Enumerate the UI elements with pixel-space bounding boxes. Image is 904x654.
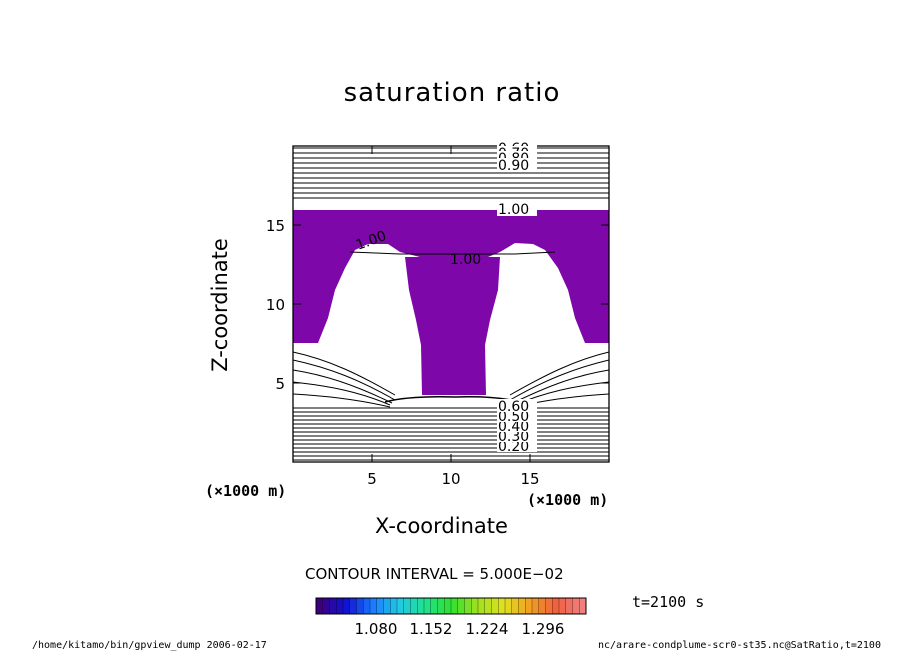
colorbar-cell <box>498 598 506 614</box>
colorbar-cell <box>397 598 405 614</box>
colorbar-cell <box>430 598 438 614</box>
colorbar-cell <box>349 598 357 614</box>
y-axis-unit: (×1000 m) <box>205 482 287 500</box>
contour-label-bg <box>497 419 537 432</box>
colorbar-cell <box>383 598 391 614</box>
colorbar-cell <box>532 598 540 614</box>
colorbar-cell <box>444 598 452 614</box>
colorbar-cell <box>471 598 479 614</box>
y-tick-label: 15 <box>266 217 285 235</box>
colorbar-cell <box>491 598 499 614</box>
colorbar-cell <box>478 598 486 614</box>
colorbar-cell <box>322 598 330 614</box>
colorbar-cell <box>559 598 567 614</box>
contour-interval-label: CONTOUR INTERVAL = 5.000E−02 <box>305 565 564 583</box>
colorbar-cell <box>538 598 546 614</box>
footer-right: nc/arare-condplume-scr0-st35.nc@SatRatio… <box>598 640 881 651</box>
colorbar-tick-label: 1.080 <box>355 620 398 638</box>
x-axis-label: X-coordinate <box>375 514 508 538</box>
y-tick-label: 10 <box>266 296 285 314</box>
plot-area: 51015510150.600.700.800.901.000.200.300.… <box>266 141 610 488</box>
colorbar-cell <box>356 598 364 614</box>
shaded-region-upper <box>293 210 609 343</box>
contour-line-wavy <box>292 359 610 401</box>
colorbar-cell <box>370 598 378 614</box>
colorbar-cell <box>336 598 344 614</box>
contour-label-bg <box>497 399 537 412</box>
contour-label-bg <box>497 202 537 216</box>
colorbar-cell <box>525 598 533 614</box>
contour-line-one <box>349 251 556 255</box>
contour-label-lower: 0.20 <box>498 439 529 455</box>
y-tick-label: 5 <box>275 375 285 393</box>
colorbar-cell <box>505 598 513 614</box>
contour-label-upper: 1.00 <box>498 202 529 218</box>
contour-label-bg <box>497 439 537 452</box>
colorbar-cell <box>417 598 425 614</box>
contour-label-lower: 0.50 <box>498 409 529 425</box>
colorbar-tick-label: 1.296 <box>522 620 565 638</box>
time-label: t=2100 s <box>632 593 705 611</box>
contour-label-bg <box>497 429 537 442</box>
colorbar-tick-label: 1.152 <box>410 620 453 638</box>
colorbar-cell <box>329 598 337 614</box>
contour-line-wavy <box>292 351 610 396</box>
contour-label-lower: 0.30 <box>498 429 529 445</box>
x-axis-unit: (×1000 m) <box>527 491 609 509</box>
x-tick-label: 5 <box>367 470 377 488</box>
colorbar-cell <box>484 598 492 614</box>
colorbar-frame <box>315 597 587 615</box>
chart-title: saturation ratio <box>343 78 561 108</box>
colorbar-cell <box>410 598 418 614</box>
contour-label-inner: 1.00 <box>450 252 481 268</box>
shaded-region-core <box>405 257 500 395</box>
colorbar-cell <box>363 598 371 614</box>
colorbar-tick-label: 1.224 <box>466 620 509 638</box>
colorbar-cell <box>376 598 384 614</box>
contour-label-bg <box>497 158 537 172</box>
colorbar-cell <box>518 598 526 614</box>
contour-line-wavy <box>292 393 610 408</box>
contour-label-bg <box>497 409 537 422</box>
contour-label-lower: 0.40 <box>498 419 529 435</box>
colorbar-cell <box>572 598 580 614</box>
colorbar-cell <box>464 598 472 614</box>
colorbar-cell <box>511 598 519 614</box>
colorbar-cell <box>552 598 560 614</box>
colorbar-cell <box>403 598 411 614</box>
colorbar-cell <box>343 598 351 614</box>
footer-left: /home/kitamo/bin/gpview_dump 2006-02-17 <box>32 640 267 651</box>
x-tick-label: 10 <box>441 470 460 488</box>
colorbar-cell <box>424 598 432 614</box>
colorbar-cell <box>390 598 398 614</box>
colorbar-cell <box>457 598 465 614</box>
colorbar-cell <box>579 598 587 614</box>
colorbar-cell <box>316 598 324 614</box>
colorbar-cell <box>545 598 553 614</box>
colorbar: 1.080 1.152 1.224 1.296 <box>315 597 587 638</box>
contour-label-lower: 0.60 <box>498 399 529 415</box>
colorbar-cell <box>565 598 573 614</box>
colorbar-cell <box>437 598 445 614</box>
contour-label-upper: 0.90 <box>498 158 529 174</box>
contour-line-wavy <box>292 369 610 404</box>
x-tick-label: 15 <box>520 470 539 488</box>
colorbar-cell <box>451 598 459 614</box>
